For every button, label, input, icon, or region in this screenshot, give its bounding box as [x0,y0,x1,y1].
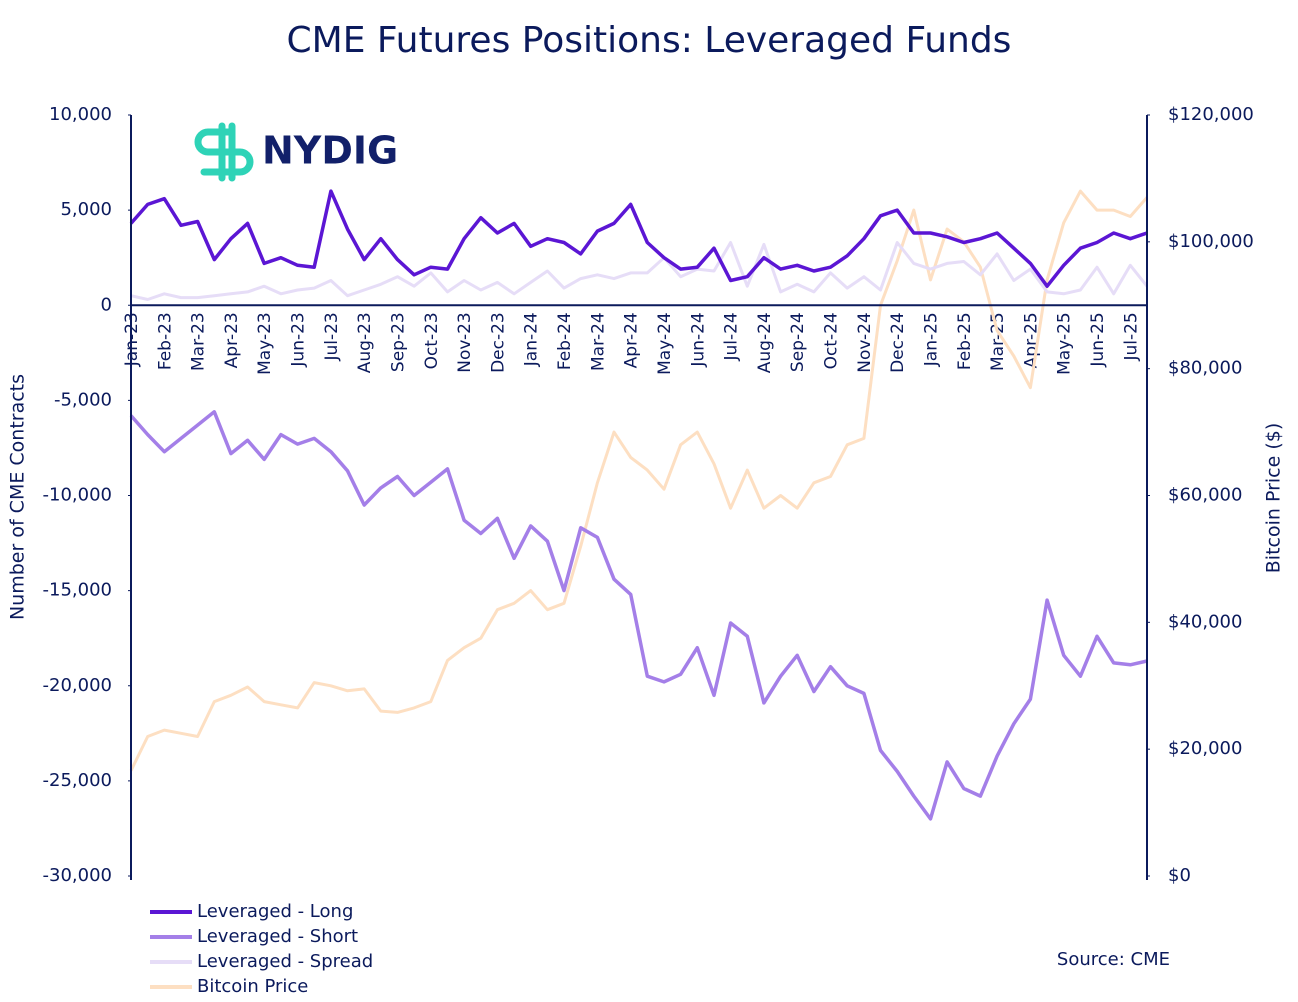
legend-label: Leveraged - Long [197,901,353,922]
x-tick-label: May-25 [1055,312,1075,375]
y-tick-label: -30,000 [43,865,112,886]
source-note: Source: CME [1057,949,1170,970]
y2-tick-label: $120,000 [1168,104,1254,125]
y-tick-label: -10,000 [43,485,112,506]
x-tick-label: Jul-24 [722,312,742,361]
legend-label: Bitcoin Price [197,976,308,997]
x-tick-label: Jan-24 [522,312,542,367]
x-tick-label: Nov-23 [455,312,475,373]
legend-label: Leveraged - Short [197,926,358,947]
x-tick-label: Oct-23 [422,312,442,369]
x-tick-label: Jun-24 [688,312,708,367]
x-tick-label: Mar-24 [588,312,608,371]
series-line [129,189,1149,772]
x-tick-label: Aug-23 [355,312,375,373]
y2-tick-label: $0 [1168,865,1191,886]
series-line [129,410,1148,821]
y-axis-title: Number of CME Contracts [7,374,29,620]
y-tick-label: -20,000 [43,675,112,696]
y-tick-label: 0 [101,294,112,315]
x-tick-label: Aug-24 [755,312,775,373]
y2-tick-label: $60,000 [1168,485,1242,506]
x-tick-label: May-23 [255,312,275,375]
x-tick-label: Sep-24 [788,312,808,372]
x-tick-label: Jun-23 [289,312,309,367]
x-tick-label: Apr-23 [222,312,242,368]
y-tick-label: -25,000 [43,770,112,791]
x-tick-label: Jul-25 [1121,312,1141,361]
x-tick-label: Nov-24 [855,312,875,373]
y-tick-label: -5,000 [54,389,112,410]
x-tick-label: Dec-23 [488,312,508,373]
y-tick-label: 5,000 [60,199,112,220]
x-tick-label: Mar-25 [988,312,1008,371]
x-tick-label: Jul-23 [322,312,342,361]
y2-tick-label: $20,000 [1168,738,1242,759]
y-tick-label: 10,000 [49,104,112,125]
y2-tick-label: $100,000 [1168,231,1254,252]
series-line [129,189,1148,288]
x-tick-label: Mar-23 [189,312,209,371]
legend-label: Leveraged - Spread [197,951,373,972]
y2-tick-label: $80,000 [1168,358,1242,379]
x-tick-label: Jun-25 [1088,312,1108,367]
series-line [130,241,1149,301]
x-tick-label: Feb-23 [155,312,175,370]
chart-title: CME Futures Positions: Leveraged Funds [287,20,1012,61]
x-tick-label: Jan-25 [921,312,941,367]
logo-text: NYDIG [262,129,398,173]
x-tick-label: Dec-24 [888,312,908,373]
x-tick-label: Sep-23 [388,312,408,372]
x-tick-label: Oct-24 [822,312,842,369]
y-tick-label: -15,000 [43,580,112,601]
logo-icon [194,122,254,182]
x-tick-label: May-24 [655,312,675,375]
y2-axis-title: Bitcoin Price ($) [1263,423,1285,574]
x-tick-label: Feb-24 [555,312,575,370]
x-tick-label: Feb-25 [955,312,975,370]
y2-tick-label: $40,000 [1168,611,1242,632]
x-tick-label: Apr-24 [622,312,642,368]
